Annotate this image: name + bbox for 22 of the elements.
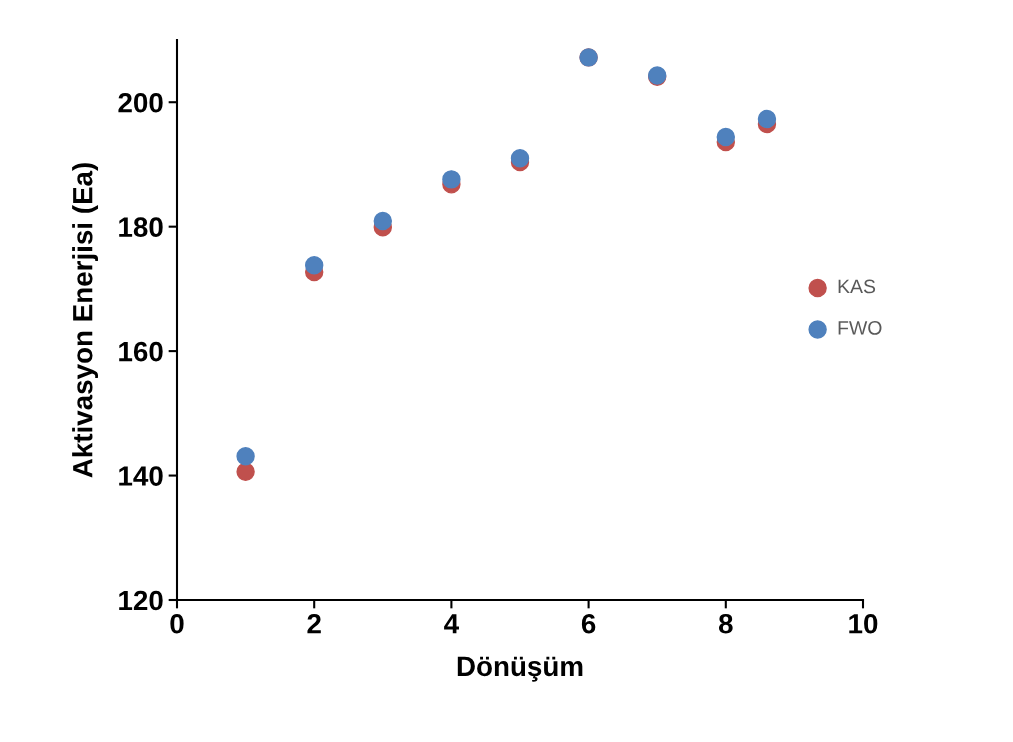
x-tick-label: 6 <box>581 613 596 634</box>
legend-label: FWO <box>838 320 882 335</box>
y-tick-label: 120 <box>119 590 163 611</box>
point <box>236 462 255 482</box>
y-tick-label: 160 <box>119 341 163 362</box>
y-tick-label: 180 <box>119 217 163 238</box>
point <box>757 109 777 129</box>
point <box>236 447 255 466</box>
y-tick-label: 200 <box>118 92 163 113</box>
x-axis-title: Dönüşüm <box>457 656 583 682</box>
x-tick-label: 8 <box>718 613 733 634</box>
x-tick-label: 10 <box>849 613 878 634</box>
point <box>442 170 461 189</box>
x-tick-label: 4 <box>444 614 459 634</box>
y-tick-label: 140 <box>119 466 163 486</box>
point <box>373 211 393 231</box>
x-tick-label: 2 <box>307 613 321 634</box>
point <box>304 256 324 275</box>
y-axis-title: Aktivasyon Enerjisi (Ea) <box>72 163 99 478</box>
x-tick-label: 0 <box>170 613 184 634</box>
point <box>716 127 736 147</box>
legend-label: KAS <box>838 279 876 294</box>
